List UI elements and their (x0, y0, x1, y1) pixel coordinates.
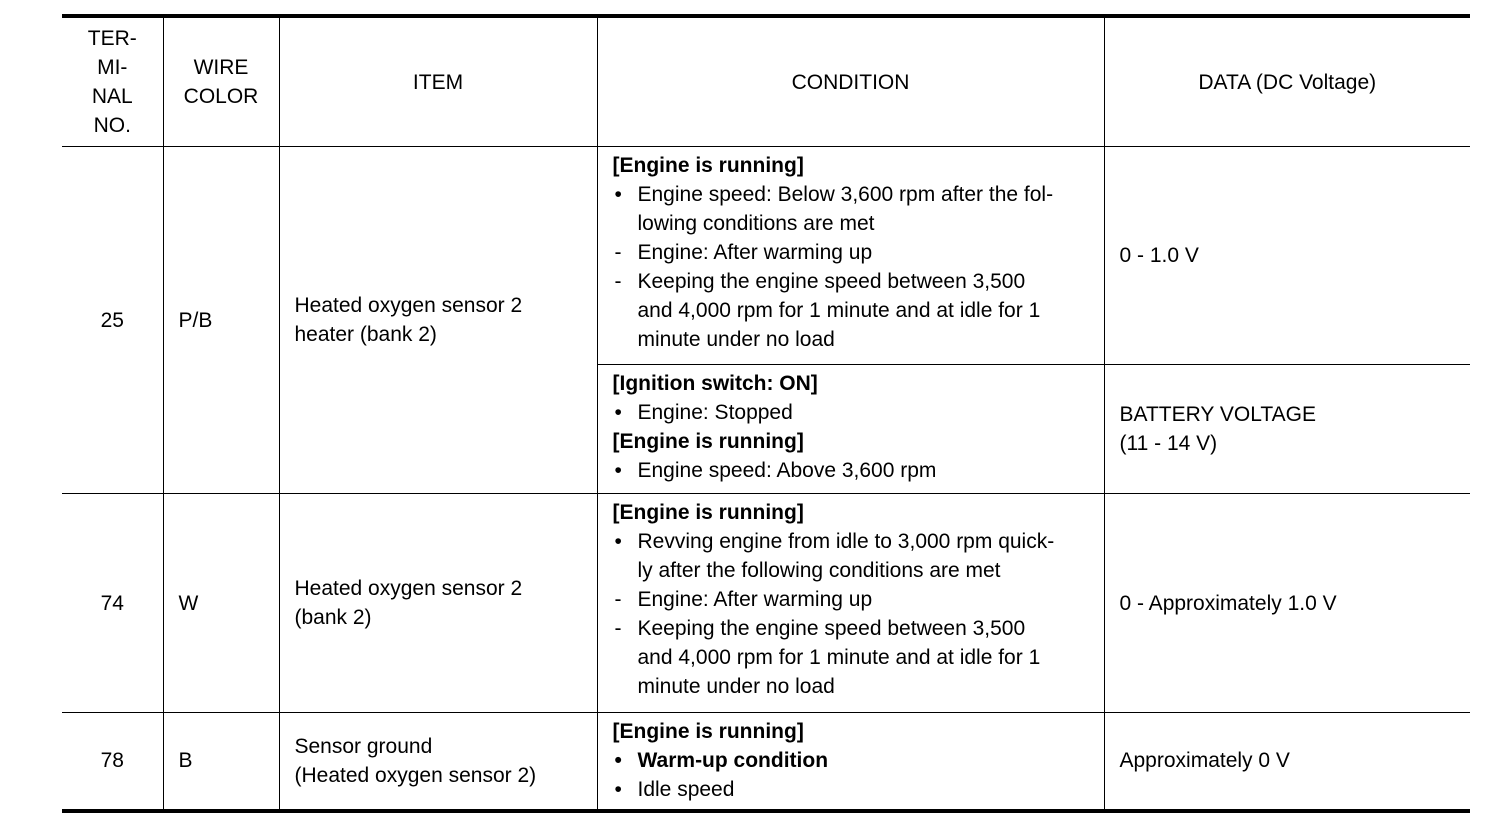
condition-text: Engine: After warming up (638, 238, 873, 267)
data-value-cell: Approximately 0 V (1103, 712, 1470, 813)
condition-bullet-item: • Engine speed: Above 3,600 rpm (613, 456, 1089, 485)
table-row: 74 W Heated oxygen sensor 2 (bank 2) [Engine… (62, 493, 1470, 713)
dash-icon: - (614, 617, 622, 640)
data-value-cell: BATTERY VOLTAGE (11 - 14 V) (1103, 364, 1470, 494)
dash-icon: - (614, 270, 622, 293)
wire-color-cell: B (162, 712, 280, 813)
condition-bullet-item: • Engine speed: Below 3,600 rpm after the… (613, 180, 1089, 238)
condition-dash-item: - Engine: After warming up (613, 238, 1089, 267)
condition-text: Revving engine from idle to 3,000 rpm qu… (638, 527, 1055, 585)
item-line: (Heated oxygen sensor 2) (294, 763, 537, 787)
header-line: MI- (97, 56, 128, 79)
condition-line: Revving engine from idle to 3,000 rpm qu… (637, 530, 1055, 553)
condition-bullet-item: • Revving engine from idle to 3,000 rpm q… (613, 527, 1089, 585)
dash-icon: - (614, 588, 622, 611)
condition-dash-item: - Engine: After warming up (613, 585, 1089, 614)
table-row: [Ignition switch: ON] • Engine: Stopped [En… (62, 364, 1470, 494)
condition-cell: [Engine is running] • Revving engine from … (596, 493, 1105, 713)
condition-text: Engine speed: Above 3,600 rpm (638, 456, 937, 485)
data-value-cell: 0 - 1.0 V (1103, 146, 1470, 365)
data-line: 0 - Approximately 1.0 V (1119, 591, 1337, 615)
condition-text: Keeping the engine speed between 3,500 an… (638, 614, 1041, 701)
condition-line: Keeping the engine speed between 3,500 (637, 270, 1026, 293)
item-line: (bank 2) (294, 606, 372, 629)
header-line: TER- (87, 27, 137, 50)
header-line: COLOR (183, 85, 259, 108)
condition-dash-item: - Keeping the engine speed between 3,500 a… (613, 614, 1089, 701)
item-cell: Sensor ground (Heated oxygen sensor 2) (278, 712, 598, 813)
condition-bullet-item: • Idle speed (613, 775, 1089, 804)
item-line: Sensor ground (294, 734, 433, 758)
condition-line: Idle speed (637, 778, 735, 801)
condition-heading: [Engine is running] (612, 720, 804, 743)
condition-cell: [Engine is running] • Warm-up condition • Id… (596, 712, 1105, 813)
condition-heading: [Engine is running] (612, 154, 804, 177)
condition-line: lowing conditions are met (637, 212, 875, 235)
data-line: (11 - 14 V) (1119, 432, 1218, 455)
condition-line: and 4,000 rpm for 1 minute and at idle f… (637, 646, 1041, 669)
condition-heading: [Ignition switch: ON] (612, 372, 818, 395)
condition-line: minute under no load (637, 675, 835, 698)
terminal-no-cell: 78 (62, 712, 164, 813)
condition-line: Engine speed: Below 3,600 rpm after the … (637, 183, 1054, 206)
bullet-icon: • (614, 530, 622, 553)
bullet-icon: • (614, 459, 622, 482)
condition-heading: [Engine is running] (612, 501, 804, 524)
condition-line: Keeping the engine speed between 3,500 (637, 617, 1026, 640)
condition-line: ly after the following conditions are me… (637, 559, 1001, 582)
condition-bullet-item: • Engine: Stopped (613, 398, 1089, 427)
header-data: DATA (DC Voltage) (1103, 14, 1470, 147)
item-line: Heated oxygen sensor 2 (294, 294, 523, 317)
header-line: WIRE (193, 56, 249, 79)
header-line: NAL (91, 85, 133, 108)
condition-line: minute under no load (637, 328, 835, 351)
bullet-icon: • (614, 778, 622, 801)
wire-color-cell: W (162, 493, 280, 713)
data-value-cell: 0 - Approximately 1.0 V (1103, 493, 1470, 713)
header-wire-color: WIRE COLOR (162, 14, 280, 147)
table-row: 25 P/B Heated oxygen sensor 2 heater (bank … (62, 146, 1470, 494)
data-line: BATTERY VOLTAGE (1119, 403, 1316, 426)
condition-text: Warm-up condition (638, 746, 829, 775)
condition-line: Engine: Stopped (637, 401, 793, 424)
condition-dash-item: - Keeping the engine speed between 3,500 a… (613, 267, 1089, 354)
terminal-no-cell: 25 (62, 146, 164, 494)
condition-bullet-item: • Warm-up condition (613, 746, 1089, 775)
condition-text: Engine speed: Below 3,600 rpm after the … (638, 180, 1054, 238)
item-cell: Heated oxygen sensor 2 heater (bank 2) (278, 146, 598, 494)
bullet-icon: • (614, 749, 622, 772)
header-row: TER- MI- NAL NO. WIRE COLOR ITEM CONDITION D… (62, 14, 1470, 147)
condition-line: Engine: After warming up (637, 241, 873, 264)
condition-text: Engine: After warming up (638, 585, 873, 614)
data-line: 0 - 1.0 V (1119, 244, 1199, 267)
item-line: Heated oxygen sensor 2 (294, 577, 523, 600)
condition-line: Engine speed: Above 3,600 rpm (637, 459, 937, 482)
table-row: 78 B Sensor ground (Heated oxygen sensor 2)… (62, 712, 1470, 813)
condition-text: Engine: Stopped (638, 398, 793, 427)
item-line: heater (bank 2) (294, 323, 437, 346)
dash-icon: - (614, 241, 622, 264)
header-item: ITEM (278, 14, 598, 147)
condition-text: Keeping the engine speed between 3,500 an… (638, 267, 1041, 354)
header-line: NO. (93, 114, 131, 137)
condition-cell: [Ignition switch: ON] • Engine: Stopped [En… (596, 364, 1105, 494)
condition-line: and 4,000 rpm for 1 minute and at idle f… (637, 299, 1041, 322)
data-line: Approximately 0 V (1119, 749, 1290, 773)
item-cell: Heated oxygen sensor 2 (bank 2) (278, 493, 598, 713)
condition-line: Engine: After warming up (637, 588, 873, 611)
terminal-data-table: TER- MI- NAL NO. WIRE COLOR ITEM CONDITION D… (62, 14, 1470, 813)
terminal-no-cell: 74 (62, 493, 164, 713)
header-terminal-no: TER- MI- NAL NO. (62, 14, 164, 147)
bullet-icon: • (614, 183, 622, 206)
condition-line: Warm-up condition (637, 749, 829, 772)
header-condition: CONDITION (596, 14, 1105, 147)
bullet-icon: • (614, 401, 622, 424)
condition-text: Idle speed (638, 775, 735, 804)
condition-heading: [Engine is running] (612, 430, 804, 453)
condition-cell: [Engine is running] • Engine speed: Below … (596, 146, 1105, 365)
wire-color-cell: P/B (162, 146, 280, 494)
